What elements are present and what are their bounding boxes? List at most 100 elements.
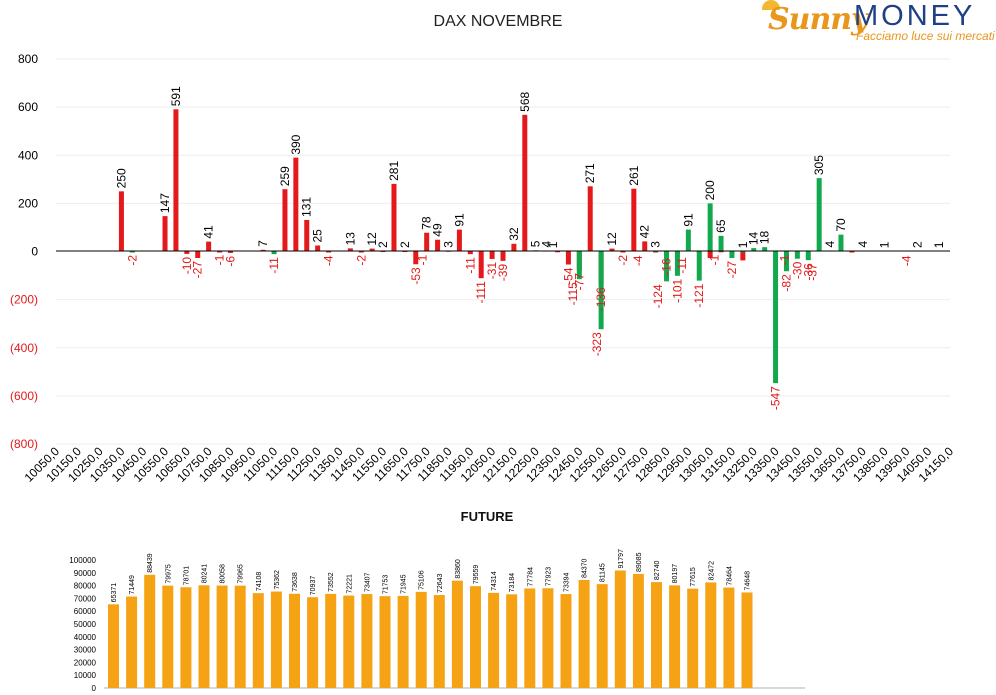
green-bar xyxy=(762,247,768,252)
red-bar xyxy=(478,251,484,279)
top-data-label: 25 xyxy=(311,229,325,243)
logo-tagline: Facciamo luce sui mercati xyxy=(856,29,995,43)
top-data-label: -11 xyxy=(463,257,477,274)
future-bar xyxy=(524,588,536,688)
top-chart-gridlines xyxy=(56,58,950,445)
red-bar xyxy=(522,114,528,252)
green-bar xyxy=(729,251,735,258)
top-data-label: 305 xyxy=(812,155,826,175)
green-bar xyxy=(838,234,844,252)
red-bar xyxy=(315,245,321,252)
top-data-label: -1 xyxy=(777,254,791,265)
future-data-label: 75362 xyxy=(274,570,281,590)
future-bar xyxy=(651,582,662,688)
future-data-label: 65371 xyxy=(111,583,118,603)
future-bar xyxy=(596,584,608,688)
green-bar xyxy=(805,251,811,261)
top-data-label: 91 xyxy=(681,213,695,227)
top-y-tick-label: 200 xyxy=(18,196,38,210)
green-bar xyxy=(794,251,800,259)
top-data-label: -1 xyxy=(415,254,429,265)
future-bars xyxy=(108,570,753,688)
top-data-label: 7 xyxy=(256,240,270,247)
future-data-label: 74314 xyxy=(491,571,498,591)
future-data-label: 91797 xyxy=(618,549,625,569)
top-data-label: -54 xyxy=(561,267,575,285)
top-data-label: 49 xyxy=(431,223,445,237)
top-data-label: -101 xyxy=(670,278,684,302)
future-y-tick-label: 100000 xyxy=(69,556,96,565)
future-bar xyxy=(198,585,210,688)
red-bar xyxy=(413,251,419,265)
future-bar xyxy=(307,597,319,688)
future-bar xyxy=(325,593,337,688)
top-data-label: 18 xyxy=(758,230,772,244)
future-data-label: 73552 xyxy=(328,572,335,592)
top-chart-data-labels: 250-2147591-10-2741-1-67-1125939013125-4… xyxy=(114,86,946,410)
future-bar xyxy=(741,592,753,688)
top-data-label: 4 xyxy=(823,241,837,248)
red-bar xyxy=(631,188,637,252)
top-data-label: -11 xyxy=(675,257,689,274)
red-bar xyxy=(358,251,364,253)
top-data-label: -27 xyxy=(191,261,205,279)
red-bar xyxy=(282,189,288,252)
top-data-label: 568 xyxy=(518,91,532,111)
red-bar xyxy=(620,251,626,253)
red-bar xyxy=(435,239,441,252)
red-bar xyxy=(456,229,462,252)
top-data-label: -37 xyxy=(806,263,820,281)
top-data-label: -4 xyxy=(322,255,336,266)
top-y-tick-label: (600) xyxy=(10,389,38,403)
top-data-label: 3 xyxy=(649,241,663,248)
red-bar xyxy=(511,243,517,252)
top-data-label: 131 xyxy=(300,197,314,217)
future-bar xyxy=(614,570,626,688)
future-bar xyxy=(234,585,246,688)
green-bar xyxy=(598,251,604,330)
future-data-label: 72643 xyxy=(437,573,444,593)
top-y-tick-label: (200) xyxy=(10,293,38,307)
future-data-label: 79975 xyxy=(165,564,172,584)
top-data-label: 4 xyxy=(856,241,870,248)
top-data-label: -115 xyxy=(566,282,580,305)
logo-brand-right: MONEY xyxy=(854,0,976,32)
top-data-label: -4 xyxy=(631,255,645,266)
green-bar xyxy=(773,251,779,384)
top-data-label: 271 xyxy=(583,163,597,183)
top-data-label: 2 xyxy=(398,241,412,248)
future-bar xyxy=(361,594,373,688)
red-bar xyxy=(195,251,201,258)
top-data-label: -16 xyxy=(660,258,674,276)
future-y-tick-label: 80000 xyxy=(74,582,97,591)
top-data-label: 13 xyxy=(343,232,357,246)
future-data-label: 84370 xyxy=(582,558,589,578)
future-data-label: 79965 xyxy=(238,564,245,584)
future-data-label: 78464 xyxy=(726,566,733,586)
red-bar xyxy=(653,251,659,253)
logo-brand-left: Sunny xyxy=(768,2,869,37)
future-data-label: 71945 xyxy=(401,574,408,594)
future-bar xyxy=(488,592,500,688)
future-bar xyxy=(180,587,192,688)
red-bar xyxy=(489,251,495,259)
future-data-label: 80241 xyxy=(202,564,209,584)
red-bar xyxy=(424,232,430,252)
top-data-label: 200 xyxy=(703,180,717,200)
future-data-label: 70937 xyxy=(310,576,317,596)
red-bar xyxy=(707,251,713,258)
top-chart-x-axis: 10050,010150,010250,010350,010450,010550… xyxy=(22,444,957,485)
top-y-tick-label: 600 xyxy=(18,100,38,114)
top-data-label: -121 xyxy=(692,283,706,307)
top-data-label: -31 xyxy=(485,262,499,280)
top-data-label: -2 xyxy=(354,255,368,266)
red-bar xyxy=(173,109,179,252)
future-bar xyxy=(687,588,699,688)
future-data-label: 82472 xyxy=(708,561,715,581)
future-data-label: 82740 xyxy=(654,561,661,581)
top-data-label: 91 xyxy=(452,213,466,227)
top-data-label: 32 xyxy=(507,227,521,241)
future-bar xyxy=(343,595,355,688)
top-y-tick-label: 800 xyxy=(18,52,38,66)
top-data-label: 12 xyxy=(605,232,619,246)
